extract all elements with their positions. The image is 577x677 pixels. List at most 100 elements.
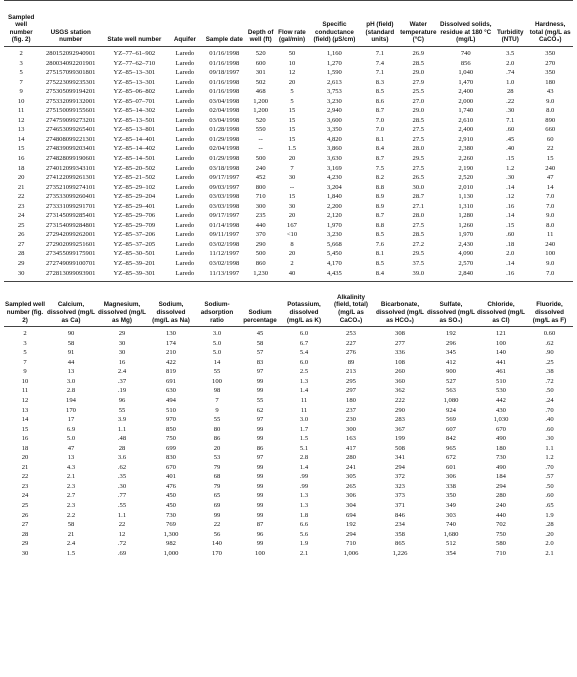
- table-cell: 58: [67, 339, 75, 347]
- table-cell: .72: [545, 377, 554, 385]
- table-cell: 24: [21, 492, 29, 500]
- table-cell: .40: [506, 145, 515, 153]
- table-cell: 2.0: [506, 59, 515, 67]
- table-cell: 28: [118, 444, 126, 452]
- table-cell: 199: [395, 435, 405, 443]
- table-cell: 28: [17, 250, 25, 258]
- table-cell: 275223099235301: [45, 78, 96, 86]
- table-cell: 25.5: [412, 88, 425, 96]
- table-cell: 273455099175901: [45, 250, 96, 258]
- table-cell: 865: [395, 540, 405, 548]
- table-cell: 4,820: [327, 135, 342, 143]
- table-cell: 5.0: [212, 339, 222, 347]
- table-cell: 58: [256, 339, 264, 347]
- table-cell: 373: [395, 492, 405, 500]
- table-cell: 440: [255, 221, 266, 229]
- table-cell: 3,860: [327, 145, 342, 153]
- table-cell: 11/13/1997: [209, 269, 240, 277]
- table-row: 7 44 16 422 14 83 6.0 89 108 412 441 .25: [4, 358, 573, 368]
- column-header: State well number: [103, 0, 166, 47]
- table-cell: 8.9: [375, 193, 385, 201]
- table-cell: .30: [506, 107, 515, 115]
- table-cell: 7.5: [375, 164, 385, 172]
- table-cell: 740: [446, 521, 456, 529]
- table-cell: Laredo: [175, 155, 195, 163]
- table-cell: 660: [545, 126, 556, 134]
- table-cell: 01/29/1998: [209, 135, 240, 143]
- table-cell: 13: [67, 368, 75, 376]
- table-cell: 442: [496, 396, 506, 404]
- table-cell: 23: [17, 202, 25, 210]
- table-cell: 452: [255, 174, 266, 182]
- table-cell: 22: [546, 145, 554, 153]
- table-row: 12 274759099273201 YZ–85–13–501 Laredo 03/04…: [4, 116, 573, 126]
- table-cell: 30: [118, 339, 126, 347]
- table-cell: 27.5: [412, 135, 425, 143]
- table-cell: 277: [395, 339, 405, 347]
- table-cell: 1,300: [163, 530, 179, 538]
- table-cell: YZ–85–13–801: [113, 126, 156, 134]
- table-cell: 306: [346, 492, 356, 500]
- table-cell: .45: [506, 135, 515, 143]
- table-header-row: Sampled well number (fig. 2) Calcium, dis…: [4, 281, 573, 328]
- table-cell: 670: [166, 463, 176, 471]
- table-cell: 490: [496, 435, 506, 443]
- column-header: Water temperature (°C): [398, 0, 439, 47]
- column-header: pH (field) (standard units): [361, 0, 399, 47]
- table-cell: .90: [545, 349, 554, 357]
- table-row: 21 273521099274101 YZ–85–29–102 Laredo 09/03…: [4, 183, 573, 193]
- table-cell: 441: [496, 358, 506, 366]
- table-cell: 1.1: [117, 511, 127, 519]
- table-cell: 273331099291701: [45, 202, 96, 210]
- column-header: Sodium, dissolved (mg/L as Na): [148, 281, 194, 328]
- table-row: 3 58 30 174 5.0 58 6.7 227 277 296 100 .62: [4, 339, 573, 349]
- table-cell: 21: [17, 183, 25, 191]
- table-cell: 5: [23, 349, 27, 357]
- column-header: Sodium-adsorption ratio: [194, 281, 240, 328]
- table-row: 13 170 55 510 9 62 11 237 290 924 430 .70: [4, 406, 573, 416]
- table-cell: 227: [346, 339, 356, 347]
- table-cell: 350: [545, 50, 556, 57]
- table-cell: 7.1: [375, 50, 385, 57]
- table-row: 14 274808099221301 YZ–85–14–401 Laredo 01/29…: [4, 135, 573, 145]
- table-cell: 20: [288, 250, 296, 258]
- table-cell: .40: [545, 416, 554, 424]
- column-header: Sample date: [204, 0, 245, 47]
- table-cell: 710: [346, 540, 356, 548]
- table-cell: YZ–85–13–501: [113, 116, 156, 124]
- table-cell: 7.6: [375, 240, 385, 248]
- table-cell: 130: [166, 330, 176, 338]
- table-cell: 502: [255, 78, 266, 86]
- table-cell: 27.5: [412, 126, 425, 134]
- table-cell: 260: [395, 368, 405, 376]
- table-cell: .60: [545, 492, 554, 500]
- table-cell: 22: [118, 521, 126, 529]
- table-cell: 28.5: [412, 231, 425, 239]
- table-cell: 26.9: [412, 50, 425, 57]
- table-cell: 240: [545, 164, 556, 172]
- table-cell: 79: [213, 463, 221, 471]
- table-row: 14 17 3.9 970 55 97 3.0 230 283 569 1,030 .40: [4, 415, 573, 425]
- table-cell: 30: [17, 269, 25, 277]
- table-cell: 16: [17, 155, 25, 163]
- table-cell: .38: [545, 368, 554, 376]
- table-cell: 16: [118, 358, 126, 366]
- table-cell: 27.5: [412, 221, 425, 229]
- table-cell: 13: [21, 406, 29, 414]
- table-cell: 1.5: [287, 145, 297, 153]
- table-cell: 275305099194201: [45, 88, 96, 96]
- table-cell: 5,668: [327, 240, 342, 248]
- table-cell: 11: [21, 387, 29, 395]
- table-cell: 8: [290, 240, 294, 248]
- table-cell: 14: [213, 358, 221, 366]
- table-cell: Laredo: [175, 126, 195, 134]
- table-cell: 520: [255, 116, 266, 124]
- table-row: 11 275150099155601 YZ–85–14–302 Laredo 02/04…: [4, 106, 573, 116]
- table-cell: 702: [496, 521, 506, 529]
- table-cell: YZ–77–61–902: [113, 50, 156, 57]
- table-cell: 730: [496, 454, 506, 462]
- table-cell: 461: [496, 368, 506, 376]
- table-cell: 300: [346, 425, 356, 433]
- table-cell: 163: [346, 435, 356, 443]
- table-cell: 68: [213, 473, 221, 481]
